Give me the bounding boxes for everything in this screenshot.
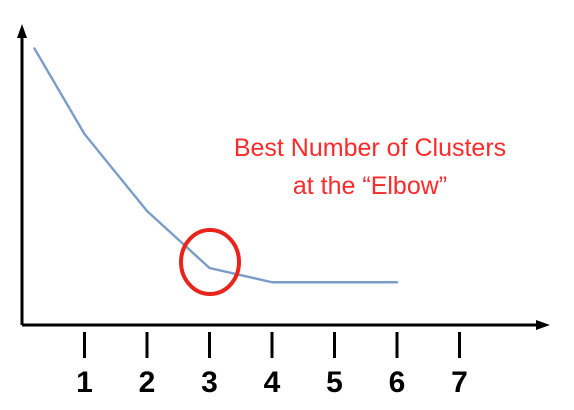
x-tick-label-2: 2 [139, 366, 156, 399]
elbow-marker [179, 228, 241, 296]
annotation-line-2: at the “Elbow” [293, 172, 447, 200]
series [33, 47, 399, 284]
elbow-marker-group [179, 228, 241, 296]
x-tick-label-6: 6 [389, 366, 406, 399]
x-tick-label-4: 4 [264, 366, 281, 399]
x-tick-label-5: 5 [326, 366, 343, 399]
x-axis-arrowhead [536, 320, 550, 330]
x-tick-label-7: 7 [451, 366, 468, 399]
series-line-0 [33, 47, 399, 284]
annotation-line-1: Best Number of Clusters [234, 134, 506, 162]
x-tick-label-1: 1 [76, 366, 93, 399]
x-ticks: 1 2 3 4 5 6 7 [76, 332, 468, 399]
x-tick-label-3: 3 [201, 366, 218, 399]
axes [17, 24, 550, 330]
y-axis-arrowhead [17, 24, 27, 38]
